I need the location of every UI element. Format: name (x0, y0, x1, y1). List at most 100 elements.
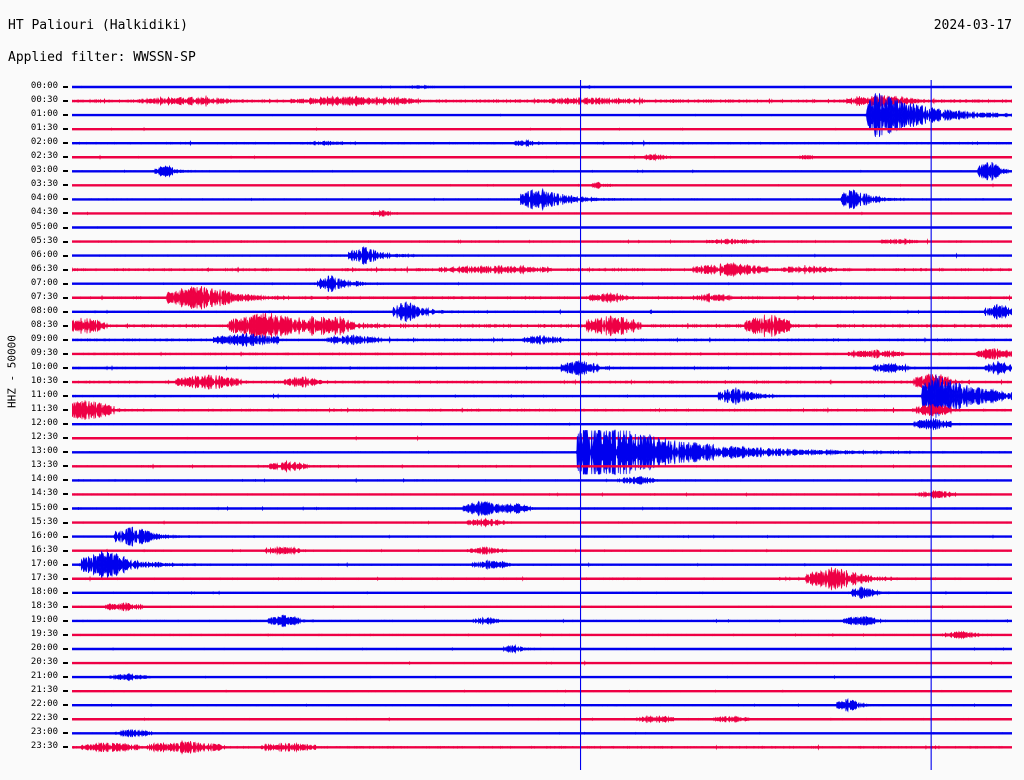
time-label: 12:00 (30, 418, 58, 429)
axis-tick (63, 704, 68, 707)
seismogram-canvas (72, 80, 1012, 770)
time-label: 19:00 (30, 614, 58, 625)
time-axis-row: 06:00 (0, 250, 72, 268)
time-axis-row: 09:30 (0, 348, 72, 366)
axis-tick (63, 605, 68, 608)
axis-tick (63, 746, 68, 749)
time-label: 15:30 (30, 516, 58, 527)
axis-tick (63, 451, 68, 454)
axis-tick (63, 633, 68, 636)
time-axis-row: 23:30 (0, 741, 72, 759)
time-axis-row: 16:30 (0, 545, 72, 563)
time-label: 01:00 (30, 109, 58, 120)
station-title: HT Paliouri (Halkidiki) (8, 18, 189, 33)
time-axis-row: 00:00 (0, 81, 72, 99)
time-axis: 00:00 00:30 01:00 01:30 02:00 02:30 03:00 03:30… (0, 80, 72, 770)
time-axis-row: 19:30 (0, 629, 72, 647)
time-label: 10:00 (30, 362, 58, 372)
time-label: 17:00 (30, 558, 58, 569)
axis-tick (63, 100, 68, 103)
time-axis-row: 19:00 (0, 615, 72, 633)
time-axis-row: 08:30 (0, 320, 72, 338)
time-axis-row: 11:30 (0, 404, 72, 422)
time-axis-row: 12:00 (0, 418, 72, 436)
axis-tick (63, 718, 68, 721)
axis-tick (63, 648, 68, 650)
axis-tick (63, 282, 68, 285)
axis-tick (63, 676, 68, 679)
axis-tick (63, 662, 68, 665)
time-label: 21:00 (30, 671, 58, 682)
axis-tick (63, 423, 68, 426)
axis-tick (63, 240, 68, 243)
time-axis-row: 07:30 (0, 292, 72, 310)
time-axis-row: 05:00 (0, 222, 72, 240)
axis-tick (63, 254, 68, 257)
time-axis-row: 22:00 (0, 699, 72, 717)
seismogram-plot[interactable] (72, 80, 1012, 770)
time-label: 11:00 (30, 390, 58, 401)
time-axis-row: 10:00 (0, 362, 72, 380)
axis-tick (63, 437, 68, 440)
time-label: 02:30 (30, 151, 58, 162)
axis-tick (63, 212, 68, 215)
time-axis-row: 01:30 (0, 123, 72, 141)
axis-tick (63, 507, 68, 510)
axis-tick (63, 409, 68, 412)
time-label: 20:30 (30, 657, 58, 668)
time-axis-row: 05:30 (0, 236, 72, 254)
date-label: 2024-03-17 (933, 18, 1012, 33)
axis-tick (63, 86, 68, 88)
axis-tick (63, 535, 68, 538)
time-label: 23:00 (30, 727, 58, 738)
time-label: 01:30 (30, 123, 58, 134)
time-label: 18:30 (30, 600, 58, 611)
time-label: 22:30 (30, 713, 58, 724)
time-label: 09:30 (30, 347, 58, 358)
axis-tick (63, 338, 68, 341)
time-axis-row: 03:00 (0, 165, 72, 183)
axis-tick (63, 170, 68, 173)
time-label: 12:30 (30, 432, 58, 443)
time-label: 00:30 (30, 95, 58, 106)
time-label: 17:30 (30, 572, 58, 583)
time-axis-row: 21:00 (0, 671, 72, 689)
time-label: 22:00 (30, 699, 58, 710)
time-axis-row: 13:00 (0, 446, 72, 464)
time-axis-row: 14:30 (0, 488, 72, 506)
time-label: 08:00 (30, 305, 58, 316)
time-label: 23:30 (30, 741, 58, 752)
time-label: 04:30 (30, 207, 58, 218)
axis-tick (63, 367, 68, 369)
time-label: 04:00 (30, 193, 58, 204)
time-label: 14:00 (30, 474, 58, 485)
time-label: 13:00 (30, 446, 58, 457)
time-axis-row: 00:30 (0, 95, 72, 113)
axis-tick (63, 381, 68, 384)
time-axis-row: 04:30 (0, 207, 72, 225)
time-axis-row: 17:30 (0, 573, 72, 591)
time-axis-row: 22:30 (0, 713, 72, 731)
time-label: 13:30 (30, 460, 58, 471)
time-axis-row: 07:00 (0, 278, 72, 296)
time-axis-row: 20:30 (0, 657, 72, 675)
axis-tick (63, 184, 68, 187)
time-label: 05:30 (30, 235, 58, 246)
time-axis-row: 15:00 (0, 503, 72, 521)
axis-tick (63, 493, 68, 496)
time-axis-row: 18:30 (0, 601, 72, 619)
time-label: 11:30 (30, 404, 58, 415)
time-label: 10:30 (30, 376, 58, 387)
time-label: 15:00 (30, 502, 58, 513)
axis-tick (63, 690, 68, 693)
axis-tick (63, 268, 68, 271)
axis-tick (63, 549, 68, 552)
time-label: 00:00 (30, 81, 58, 91)
axis-tick (63, 591, 68, 594)
time-label: 14:30 (30, 488, 58, 499)
time-label: 06:00 (30, 249, 58, 260)
time-label: 03:30 (30, 179, 58, 190)
time-label: 07:30 (30, 291, 58, 302)
axis-tick (63, 198, 68, 201)
time-axis-row: 02:30 (0, 151, 72, 169)
